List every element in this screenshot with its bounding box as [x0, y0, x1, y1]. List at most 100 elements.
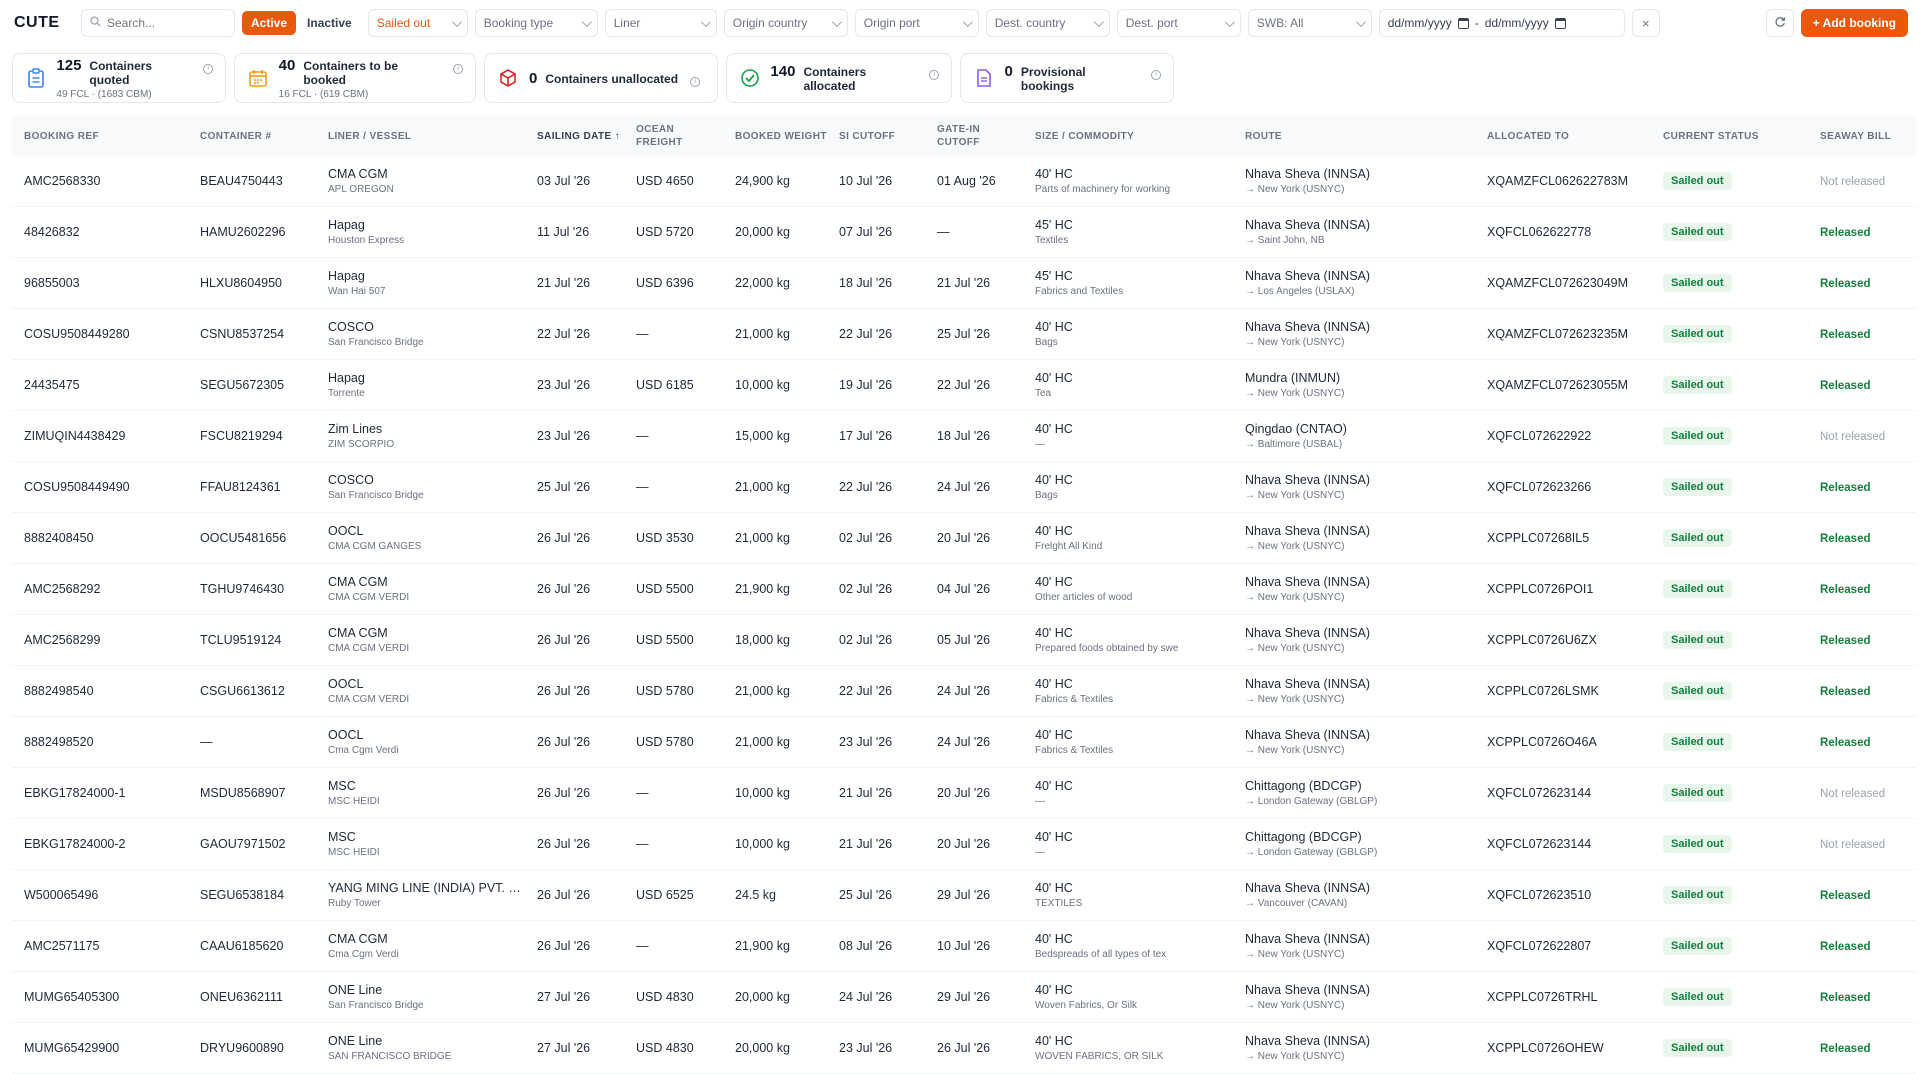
seaway-bill-cell: Released — [1808, 1041, 1908, 1055]
date-to-input[interactable]: dd/mm/yyyy — [1484, 16, 1549, 30]
booking-ref[interactable]: ZIMUQIN4438429 — [24, 429, 126, 443]
booking-ref[interactable]: 8882408450 — [24, 531, 94, 545]
table-row[interactable]: 8882498520 — OOCL Cma Cgm Verdi 26 Jul '2… — [12, 717, 1916, 768]
booking-ref[interactable]: AMC2571175 — [24, 939, 100, 953]
dest-port-dropdown[interactable]: Dest. port — [1116, 9, 1241, 37]
table-row[interactable]: 8882408450 OOCU5481656 OOCL CMA CGM GANGE… — [12, 513, 1916, 564]
table-row[interactable]: COSU9508449490 FFAU8124361 COSCO San Fran… — [12, 462, 1916, 513]
date-range-picker[interactable]: dd/mm/yyyy - dd/mm/yyyy — [1378, 9, 1625, 37]
col-allocated-to[interactable]: Allocated to — [1487, 130, 1570, 142]
clear-filters-button[interactable]: × — [1631, 9, 1660, 37]
info-icon[interactable]: i — [203, 63, 213, 74]
col-booked-weight[interactable]: Booked weight — [735, 130, 827, 142]
table-row[interactable]: W500065496 SEGU6538184 YANG MING LINE (I… — [12, 870, 1916, 921]
table-row[interactable]: 8882498540 CSGU6613612 OOCL CMA CGM VERDI… — [12, 666, 1916, 717]
col-route[interactable]: Route — [1245, 130, 1282, 142]
origin-country-dropdown[interactable]: Origin country — [723, 9, 848, 37]
stat-card-allocated[interactable]: 140 Containers allocated i — [726, 53, 952, 103]
col-size-commodity[interactable]: Size / Commodity — [1035, 130, 1135, 142]
calendar-icon[interactable] — [1457, 17, 1469, 29]
swb-dropdown[interactable]: SWB: All — [1247, 9, 1372, 37]
status-cell: Sailed out — [1651, 172, 1808, 190]
stat-card-provisional[interactable]: 0 Provisional bookings i — [960, 53, 1174, 103]
info-icon[interactable]: i — [929, 70, 939, 80]
table-row[interactable]: 96855003 HLXU8604950 Hapag Wan Hai 507 21… — [12, 258, 1916, 309]
table-row[interactable]: EBKG17824000-1 MSDU8568907 MSC MSC HEIDI … — [12, 768, 1916, 819]
table-row[interactable]: 24435475 SEGU5672305 Hapag Torrente 23 Ju… — [12, 360, 1916, 411]
table-row[interactable]: EBKG17824000-2 GAOU7971502 MSC MSC HEIDI … — [12, 819, 1916, 870]
col-ocean-freight[interactable]: Ocean freight — [636, 124, 683, 148]
booking-ref[interactable]: EBKG17824000-1 — [24, 786, 126, 800]
search-input[interactable] — [107, 16, 217, 30]
booking-ref[interactable]: 24435475 — [24, 378, 80, 392]
booking-ref[interactable]: W500065496 — [24, 888, 99, 902]
container-number: CSGU6613612 — [200, 684, 285, 698]
stat-card-unallocated[interactable]: 0 Containers unallocated i — [484, 53, 718, 103]
booking-ref[interactable]: 8882498540 — [24, 684, 94, 698]
size-commodity-cell: 45' HC Fabrics and Textiles — [1023, 269, 1233, 297]
tab-inactive[interactable]: Inactive — [307, 16, 352, 30]
booking-ref[interactable]: 48426832 — [24, 225, 80, 239]
info-icon[interactable]: i — [1151, 70, 1161, 80]
booking-type-dropdown[interactable]: Booking type — [474, 9, 598, 37]
col-liner-vessel[interactable]: Liner / Vessel — [328, 130, 412, 142]
booking-ref[interactable]: COSU9508449490 — [24, 480, 130, 494]
tab-active[interactable]: Active — [242, 11, 297, 35]
seaway-bill-cell: Not released — [1808, 429, 1908, 443]
add-booking-button[interactable]: + Add booking — [1800, 9, 1908, 37]
search-box[interactable] — [81, 9, 235, 37]
booking-ref[interactable]: AMC2568299 — [24, 633, 101, 647]
sailing-date-cell: 22 Jul '26 — [525, 327, 624, 341]
booking-ref[interactable]: MUMG65405300 — [24, 990, 120, 1004]
status-filter-dropdown[interactable]: Sailed out — [367, 9, 468, 37]
stat-card-to-be-booked[interactable]: 40 Containers to be booked i 16 FCL · (619… — [234, 53, 476, 103]
col-current-status[interactable]: Current status — [1663, 130, 1759, 142]
booking-ref[interactable]: MUMG65429900 — [24, 1041, 120, 1055]
booking-ref[interactable]: 96855003 — [24, 276, 80, 290]
container-size: 40' HC — [1035, 677, 1073, 691]
sailing-date: 26 Jul '26 — [537, 582, 591, 596]
gate-in-cutoff-cell: 20 Jul '26 — [925, 837, 1023, 851]
origin-port-dropdown[interactable]: Origin port — [854, 9, 979, 37]
gate-in-cutoff-cell: 20 Jul '26 — [925, 786, 1023, 800]
booking-ref[interactable]: AMC2568330 — [24, 174, 101, 188]
table-row[interactable]: 48426832 HAMU2602296 Hapag Houston Expres… — [12, 207, 1916, 258]
col-booking-ref[interactable]: Booking ref — [24, 130, 99, 142]
col-gate-in-cutoff[interactable]: Gate-in cutoff — [937, 124, 981, 148]
table-row[interactable]: MUMG65429900 DRYU9600890 ONE Line SAN FRA… — [12, 1023, 1916, 1074]
col-si-cutoff[interactable]: SI cutoff — [839, 130, 896, 142]
dest-country-dropdown[interactable]: Dest. country — [985, 9, 1110, 37]
booked-weight: 20,000 kg — [735, 990, 790, 1004]
status-badge: Sailed out — [1663, 988, 1732, 1006]
col-seaway-bill[interactable]: Seaway bill — [1820, 130, 1892, 142]
route-destination: → New York (USNYC) — [1245, 541, 1345, 552]
booking-ref[interactable]: EBKG17824000-2 — [24, 837, 126, 851]
booking-ref[interactable]: AMC2568292 — [24, 582, 101, 596]
liner-dropdown[interactable]: Liner — [604, 9, 717, 37]
table-row[interactable]: AMC2568292 TGHU9746430 CMA CGM CMA CGM VE… — [12, 564, 1916, 615]
container-size: 40' HC — [1035, 881, 1073, 895]
si-cutoff: 10 Jul '26 — [839, 174, 893, 188]
table-row[interactable]: AMC2571175 CAAU6185620 CMA CGM Cma Cgm Ve… — [12, 921, 1916, 972]
refresh-button[interactable] — [1765, 9, 1794, 37]
allocated-to: XCPPLC0726TRHL — [1487, 990, 1598, 1004]
col-container[interactable]: Container # — [200, 130, 272, 142]
info-icon[interactable]: i — [690, 76, 701, 87]
table-row[interactable]: MUMG65405300 ONEU6362111 ONE Line San Fra… — [12, 972, 1916, 1023]
booking-ref[interactable]: COSU9508449280 — [24, 327, 130, 341]
status-badge: Sailed out — [1663, 937, 1732, 955]
gate-in-cutoff-cell: 24 Jul '26 — [925, 480, 1023, 494]
allocated-to-cell: XQFCL072623510 — [1475, 888, 1651, 902]
calendar-icon[interactable] — [1554, 17, 1566, 29]
table-row[interactable]: AMC2568330 BEAU4750443 CMA CGM APL OREGON… — [12, 156, 1916, 207]
table-row[interactable]: ZIMUQIN4438429 FSCU8219294 Zim Lines ZIM … — [12, 411, 1916, 462]
table-row[interactable]: COSU9508449280 CSNU8537254 COSCO San Fran… — [12, 309, 1916, 360]
stat-card-quoted[interactable]: 125 Containers quoted i 49 FCL · (1683 CBM… — [12, 53, 226, 103]
booking-ref[interactable]: 8882498520 — [24, 735, 94, 749]
date-from-input[interactable]: dd/mm/yyyy — [1387, 16, 1452, 30]
table-row[interactable]: AMC2568299 TCLU9519124 CMA CGM CMA CGM VE… — [12, 615, 1916, 666]
info-icon[interactable]: i — [453, 63, 463, 74]
vessel-name: Torrente — [328, 388, 365, 399]
liner-vessel-cell: OOCL CMA CGM VERDI — [316, 677, 525, 705]
col-sailing-date[interactable]: Sailing date ↑ — [537, 130, 621, 142]
